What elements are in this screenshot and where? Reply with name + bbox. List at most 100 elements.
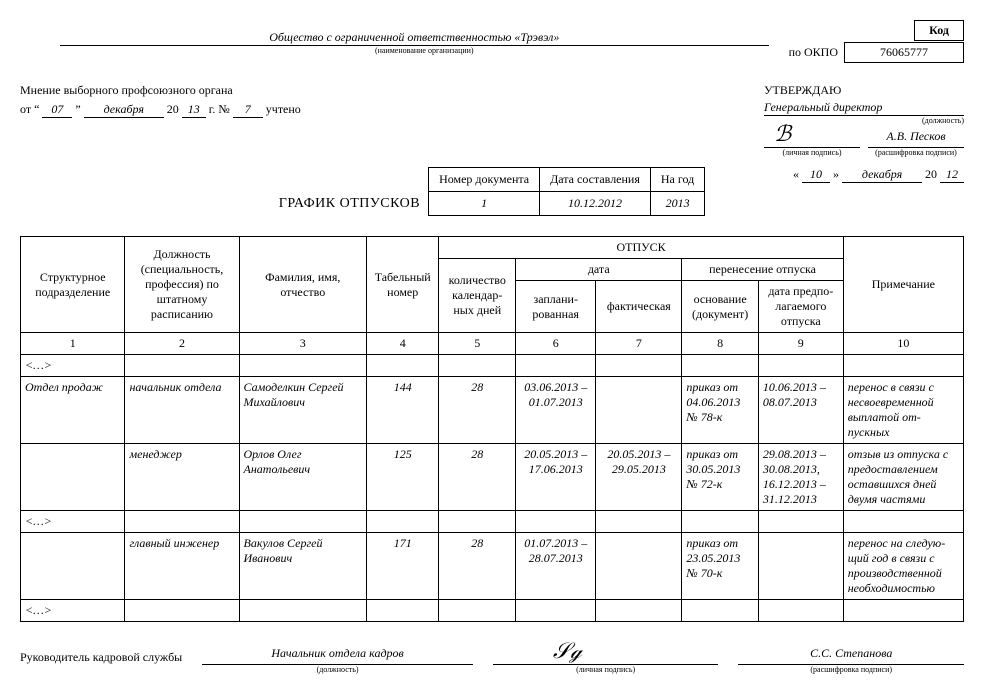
footer-sig-caption: (личная подпись)	[493, 665, 719, 680]
approve-day: 10	[802, 167, 830, 183]
c-basis: приказ от 04.06.2013 № 78-к	[682, 377, 759, 444]
approve-year: 12	[940, 167, 964, 183]
e: <…>	[21, 511, 125, 533]
name-caption: (расшифровка подписи)	[868, 148, 964, 157]
okpo-box: 76065777	[844, 42, 964, 63]
footer-position: Начальник отдела кадров	[202, 646, 473, 665]
n5: 5	[439, 333, 516, 355]
c-actual: 20.05.2013 – 29.05.2013	[596, 444, 682, 511]
c-planned: 01.07.2013 – 28.07.2013	[516, 533, 596, 600]
approve-title: УТВЕРЖДАЮ	[764, 83, 964, 98]
doc-info-table: Номер документа Дата составления На год …	[428, 167, 705, 216]
h-position: Должность (специальность, профессия) по …	[125, 237, 239, 333]
c-days: 28	[439, 533, 516, 600]
doc-year-label: На год	[650, 168, 704, 192]
table-body: <…> Отдел продаж начальник отдела Самоде…	[21, 355, 964, 622]
table-row: менеджер Орлов Олег Анатольевич 125 28 2…	[21, 444, 964, 511]
h-date: дата	[516, 259, 682, 281]
h-basis: основание (документ)	[682, 281, 759, 333]
c-tabno: 171	[367, 533, 439, 600]
h-newdate: дата предпо-лагаемого отпуска	[758, 281, 843, 333]
footer: Руководитель кадровой службы Начальник о…	[20, 646, 964, 665]
doc-year-value: 2013	[650, 192, 704, 216]
c-basis: приказ от 23.05.2013 № 70-к	[682, 533, 759, 600]
c-unit	[21, 533, 125, 600]
n7: 7	[596, 333, 682, 355]
h-reschedule: перенесение отпуска	[682, 259, 843, 281]
org-caption: (наименование организации)	[60, 46, 789, 55]
n3: 3	[239, 333, 367, 355]
from-label: от	[20, 102, 31, 116]
approve-y20: 20	[925, 167, 937, 181]
doc-title: ГРАФИК ОТПУСКОВ	[279, 196, 420, 216]
c-basis: приказ от 30.05.2013 № 72-к	[682, 444, 759, 511]
okpo-label: по ОКПО	[789, 45, 838, 60]
c-position: менеджер	[125, 444, 239, 511]
approve-position: Генеральный директор	[764, 100, 964, 116]
union-year: 13	[182, 102, 206, 118]
approve-pos-caption: (должность)	[764, 116, 964, 125]
c-fio: Самоделкин Сергей Михайлович	[239, 377, 367, 444]
ellipsis-row: <…>	[21, 355, 964, 377]
union-month: декабря	[84, 102, 164, 118]
approve-month: декабря	[842, 167, 922, 183]
mid-row: Мнение выборного профсоюзного органа от …	[20, 83, 964, 157]
org-name: Общество с ограниченной ответственностью…	[60, 30, 769, 46]
c-unit	[21, 444, 125, 511]
vacation-table: Структурное подразделение Должность (спе…	[20, 236, 964, 622]
c-fio: Орлов Олег Анатольевич	[239, 444, 367, 511]
code-label: Код	[915, 21, 964, 41]
n1: 1	[21, 333, 125, 355]
union-title: Мнение выборного профсоюзного органа	[20, 83, 400, 98]
c-note: перенос на следую-щий год в связи с прои…	[843, 533, 963, 600]
header: Общество с ограниченной ответственностью…	[20, 20, 964, 63]
c-newdate: 10.06.2013 – 08.07.2013	[758, 377, 843, 444]
c-position: главный инженер	[125, 533, 239, 600]
h-note: Примечание	[843, 237, 963, 333]
h-fio: Фамилия, имя, отчество	[239, 237, 367, 333]
h-actual: фактическая	[596, 281, 682, 333]
c-tabno: 125	[367, 444, 439, 511]
c-fio: Вакулов Сергей Иванович	[239, 533, 367, 600]
dq1: «	[793, 167, 799, 181]
okpo-value: 76065777	[845, 43, 964, 63]
n6: 6	[516, 333, 596, 355]
footer-name-caption: (расшифровка подписи)	[738, 665, 964, 680]
table-row: Отдел продаж начальник отдела Самоделкин…	[21, 377, 964, 444]
union-number: 7	[233, 102, 263, 118]
h-tabno: Табельный номер	[367, 237, 439, 333]
n8: 8	[682, 333, 759, 355]
n2: 2	[125, 333, 239, 355]
union-gno: г. №	[209, 102, 230, 116]
c-planned: 03.06.2013 – 01.07.2013	[516, 377, 596, 444]
e: <…>	[21, 355, 125, 377]
approve-block: УТВЕРЖДАЮ Генеральный директор (должност…	[764, 83, 964, 157]
footer-captions: Руководитель кадровой службы (должность)…	[20, 665, 964, 680]
union-accounted: учтено	[266, 102, 301, 116]
c-note: перенос в связи с несвоевременной выплат…	[843, 377, 963, 444]
e: <…>	[21, 600, 125, 622]
union-opinion: Мнение выборного профсоюзного органа от …	[20, 83, 400, 157]
c-actual	[596, 377, 682, 444]
num-row: 1 2 3 4 5 6 7 8 9 10	[21, 333, 964, 355]
sig-caption: (личная подпись)	[764, 148, 860, 157]
doc-date-label: Дата составления	[540, 168, 651, 192]
code-table: Код	[914, 20, 964, 41]
doc-date-value: 10.12.2012	[540, 192, 651, 216]
c-actual	[596, 533, 682, 600]
h-planned: заплани-рованная	[516, 281, 596, 333]
c-days: 28	[439, 444, 516, 511]
footer-signature: 𝒮ℊ	[493, 646, 719, 665]
h-vacation: ОТПУСК	[439, 237, 843, 259]
doc-num-value: 1	[429, 192, 540, 216]
n9: 9	[758, 333, 843, 355]
signature-scribble: ℬ	[774, 121, 791, 147]
footer-sig-scribble: 𝒮ℊ	[553, 638, 582, 664]
doc-info-row: ГРАФИК ОТПУСКОВ Номер документа Дата сос…	[279, 167, 705, 216]
dq2: »	[833, 167, 839, 181]
org-block: Общество с ограниченной ответственностью…	[60, 30, 789, 55]
footer-name: С.С. Степанова	[738, 646, 964, 665]
table-row: главный инженер Вакулов Сергей Иванович …	[21, 533, 964, 600]
union-y20: 20	[167, 102, 179, 116]
c-unit: Отдел продаж	[21, 377, 125, 444]
